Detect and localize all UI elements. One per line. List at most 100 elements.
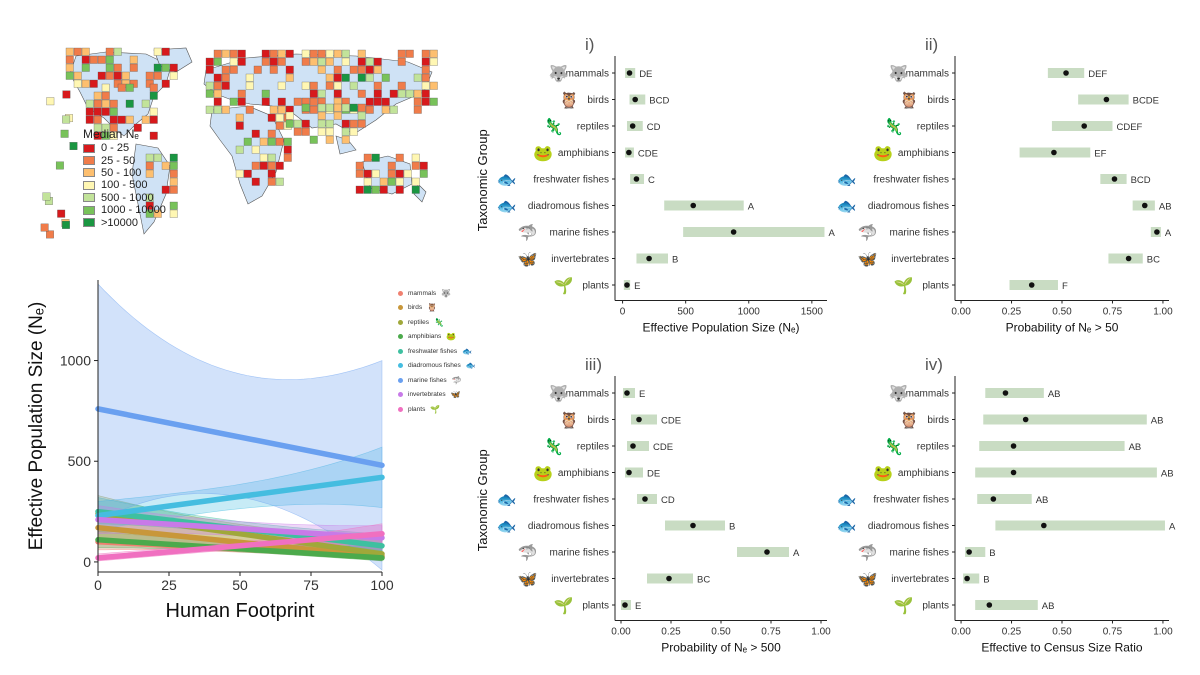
legend-item-mammals: mammals 🐺 (398, 286, 476, 301)
map-cell (153, 71, 162, 80)
map-cell (62, 115, 71, 124)
map-cell (419, 169, 428, 178)
map-cell (275, 177, 284, 186)
x-tick-label: 0.50 (711, 627, 731, 638)
map-cell (89, 79, 98, 88)
map-cell (365, 57, 374, 66)
map-cell (81, 63, 90, 72)
map-cell (333, 103, 342, 112)
category-label-freshwater-fishes: freshwater fishes (533, 495, 609, 506)
estimate-point-freshwater-fishes (1111, 176, 1118, 182)
map-cell (317, 111, 326, 120)
map-cell (101, 99, 110, 108)
category-label-plants: plants (582, 601, 609, 612)
map-cell (285, 73, 294, 82)
map-cell (169, 201, 178, 210)
amphibians-icon: 🐸 (533, 145, 553, 163)
map-cell (395, 177, 404, 186)
map-cell (221, 49, 230, 58)
trend-line-marine-fishes (95, 406, 385, 469)
map-cell (161, 185, 170, 194)
map-cell (65, 63, 74, 72)
estimate-point-marine-fishes (764, 549, 770, 555)
map-cell (113, 47, 122, 56)
map-legend-item-0: 0 - 25 (83, 142, 166, 154)
estimate-point-reptiles (1010, 443, 1017, 449)
estimate-point-plants (1028, 282, 1035, 288)
marine-fishes-icon: 🦈 (517, 223, 537, 242)
map-cell (429, 49, 438, 58)
map-cell (355, 161, 364, 170)
x-tick-label: 100 (370, 577, 394, 593)
map-legend-label: 100 - 500 (101, 179, 148, 192)
map-cell (46, 230, 54, 239)
x-tick-label: 0.75 (761, 627, 781, 638)
trend-line-amphibians (95, 537, 385, 561)
ribbon-marine-fishes (97, 283, 383, 571)
map-cell (60, 129, 69, 138)
map-cell (381, 97, 390, 106)
trend-line-birds (95, 524, 385, 560)
legend-swatch (398, 377, 403, 383)
x-tick-label: 1.00 (811, 627, 831, 638)
map-cell (125, 115, 134, 124)
estimate-point-amphibians (1051, 149, 1057, 156)
map-cell (275, 161, 284, 170)
map-cell (371, 153, 380, 162)
legend-item-birds: birds 🦉 (398, 301, 476, 316)
map-cell (213, 105, 222, 114)
estimate-point-amphibians (626, 149, 632, 156)
estimate-point-invertebrates (964, 575, 970, 582)
map-cell (379, 177, 388, 186)
plants-icon: 🌱 (554, 597, 574, 615)
map-cell (413, 97, 422, 106)
map-cell (161, 63, 170, 72)
category-label-marine-fishes: marine fishes (550, 548, 609, 559)
map-cell (113, 71, 122, 80)
map-cell (293, 97, 302, 106)
map-cell (245, 73, 254, 82)
estimate-point-marine-fishes (966, 549, 972, 555)
map-cell (333, 89, 342, 98)
category-label-invertebrates: invertebrates (891, 574, 949, 585)
diadromous-fishes-icon: 🐟 (837, 199, 857, 216)
range-bar-invertebrates (1108, 253, 1143, 264)
group-letter-diadromous-fishes: AB (1159, 202, 1172, 213)
map-cell (333, 81, 342, 90)
legend-label: diadromous fishes (408, 362, 461, 370)
map-cell (395, 169, 404, 178)
category-label-freshwater-fishes: freshwater fishes (873, 175, 949, 186)
plants-icon: 🌱 (894, 597, 914, 615)
category-label-freshwater-fishes: freshwater fishes (533, 175, 609, 186)
map-cell (317, 57, 326, 66)
estimate-point-birds (636, 416, 642, 423)
map-cell (93, 91, 102, 100)
legend-item-invertebrates: invertebrates 🦋 (398, 388, 476, 403)
map-cell (129, 55, 138, 64)
map-cell (429, 57, 438, 66)
map-cell (93, 131, 102, 140)
map-cell (169, 63, 178, 72)
map-cell (285, 65, 294, 74)
category-label-birds: birds (587, 95, 609, 106)
category-label-mammals: mammals (906, 389, 949, 400)
map-cell (141, 99, 150, 108)
y-axis-title: Taxonomic Group (475, 449, 490, 551)
map-cell (253, 65, 262, 74)
estimate-point-amphibians (1010, 469, 1017, 476)
map-cell (293, 119, 302, 128)
map-cell (213, 81, 222, 90)
map-cell (109, 107, 118, 116)
estimate-point-birds (1022, 416, 1029, 423)
category-label-diadromous-fishes: diadromous fishes (868, 521, 949, 532)
group-letter-mammals: DE (639, 69, 652, 80)
category-label-birds: birds (927, 415, 949, 426)
map-cell (413, 105, 422, 114)
legend-label: birds (408, 304, 423, 312)
map-cell (333, 111, 342, 120)
map-cell (381, 105, 390, 114)
map-cell (261, 97, 270, 106)
x-tick-label: 1.00 (1153, 627, 1173, 638)
map-cell (269, 105, 278, 114)
map-cell (169, 185, 178, 194)
